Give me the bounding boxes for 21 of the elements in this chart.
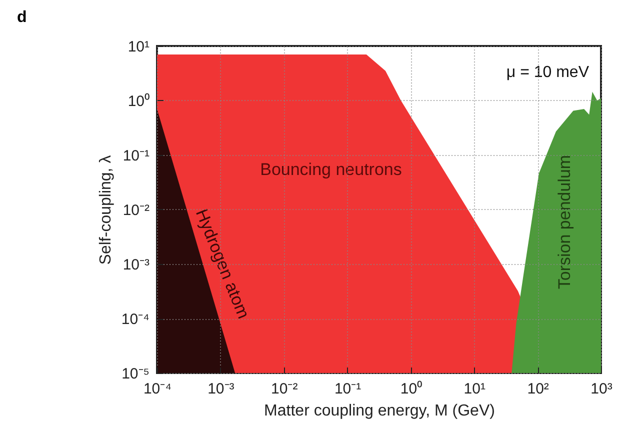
x-tick-label: 10² <box>527 380 549 398</box>
x-tick-label: 10³ <box>590 380 612 398</box>
annotation: Torsion pendulum <box>555 154 574 290</box>
x-tick-label: 10⁻³ <box>208 380 234 398</box>
y-tick-label: 10⁰ <box>128 93 150 110</box>
x-tick-label: 10⁻² <box>271 380 298 398</box>
y-tick-label: 10⁻⁵ <box>122 366 150 382</box>
x-tick-label: 10¹ <box>464 380 486 398</box>
text: d <box>17 9 27 26</box>
annotation: μ = 10 meV <box>506 64 590 81</box>
y-tick-label: 10⁻¹ <box>122 148 150 164</box>
y-tick-label: 10⁻² <box>122 202 150 219</box>
y-axis-title: Self-coupling, λ <box>97 155 114 265</box>
x-axis-title: Matter coupling energy, M (GeV) <box>264 402 495 420</box>
y-tick-label: 10⁻⁴ <box>121 311 150 328</box>
x-tick-label: 10⁻⁴ <box>143 380 172 398</box>
annotation: Bouncing neutrons <box>260 160 402 179</box>
y-tick-label: 10¹ <box>128 38 150 56</box>
x-tick-label: 10⁰ <box>400 380 422 398</box>
x-tick-label: 10⁻¹ <box>334 380 362 398</box>
y-tick-label: 10⁻³ <box>122 256 150 274</box>
